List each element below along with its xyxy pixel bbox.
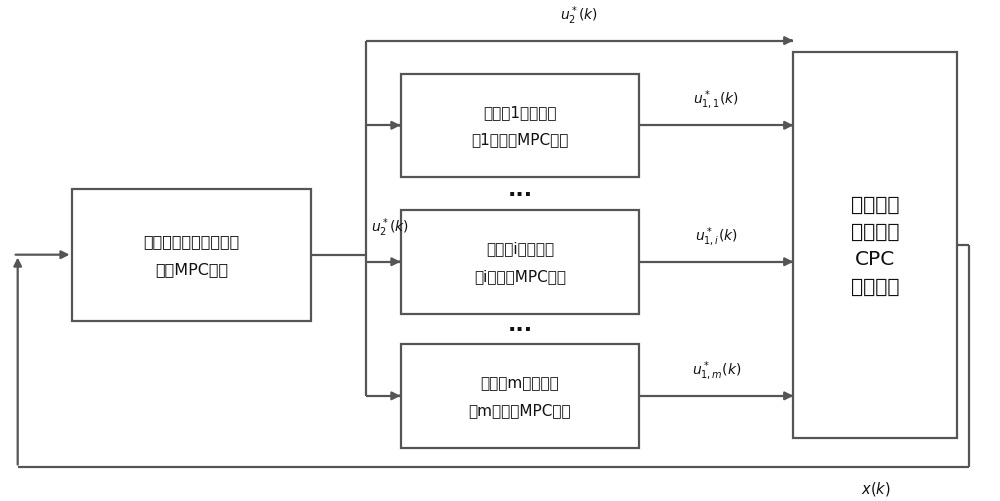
- Text: 用于第1个模型的: 用于第1个模型的: [483, 105, 557, 120]
- Text: 用于第i个模型的: 用于第i个模型的: [486, 241, 554, 256]
- Text: $x(k)$: $x(k)$: [861, 479, 890, 497]
- Text: $u_{1,i}^*(k)$: $u_{1,i}^*(k)$: [695, 225, 738, 248]
- Text: 顶层MPC算法: 顶层MPC算法: [155, 262, 228, 276]
- FancyBboxPatch shape: [72, 189, 311, 321]
- Text: $u_2^*(k)$: $u_2^*(k)$: [371, 216, 409, 239]
- Text: $u_{1,m}^*(k)$: $u_{1,m}^*(k)$: [692, 359, 741, 382]
- FancyBboxPatch shape: [401, 74, 639, 178]
- Text: 用于第m个模型的: 用于第m个模型的: [481, 375, 559, 390]
- Text: $u_{1,1}^*(k)$: $u_{1,1}^*(k)$: [693, 89, 739, 112]
- FancyBboxPatch shape: [401, 344, 639, 448]
- Text: 第m个底层MPC算法: 第m个底层MPC算法: [469, 402, 571, 417]
- Text: 于模块的: 于模块的: [851, 222, 900, 241]
- Text: $u_2^*(k)$: $u_2^*(k)$: [560, 5, 599, 28]
- Text: 用于模块级均衡控制的: 用于模块级均衡控制的: [144, 234, 240, 249]
- Text: 均衡系统: 均衡系统: [851, 277, 900, 296]
- Text: ···: ···: [507, 319, 532, 339]
- FancyBboxPatch shape: [793, 53, 957, 438]
- Text: 第i个底层MPC算法: 第i个底层MPC算法: [474, 269, 566, 284]
- Text: ···: ···: [507, 184, 532, 204]
- Text: CPC: CPC: [855, 250, 896, 269]
- FancyBboxPatch shape: [401, 210, 639, 314]
- Text: 改进的基: 改进的基: [851, 195, 900, 214]
- Text: 第1个底层MPC算法: 第1个底层MPC算法: [471, 132, 569, 147]
